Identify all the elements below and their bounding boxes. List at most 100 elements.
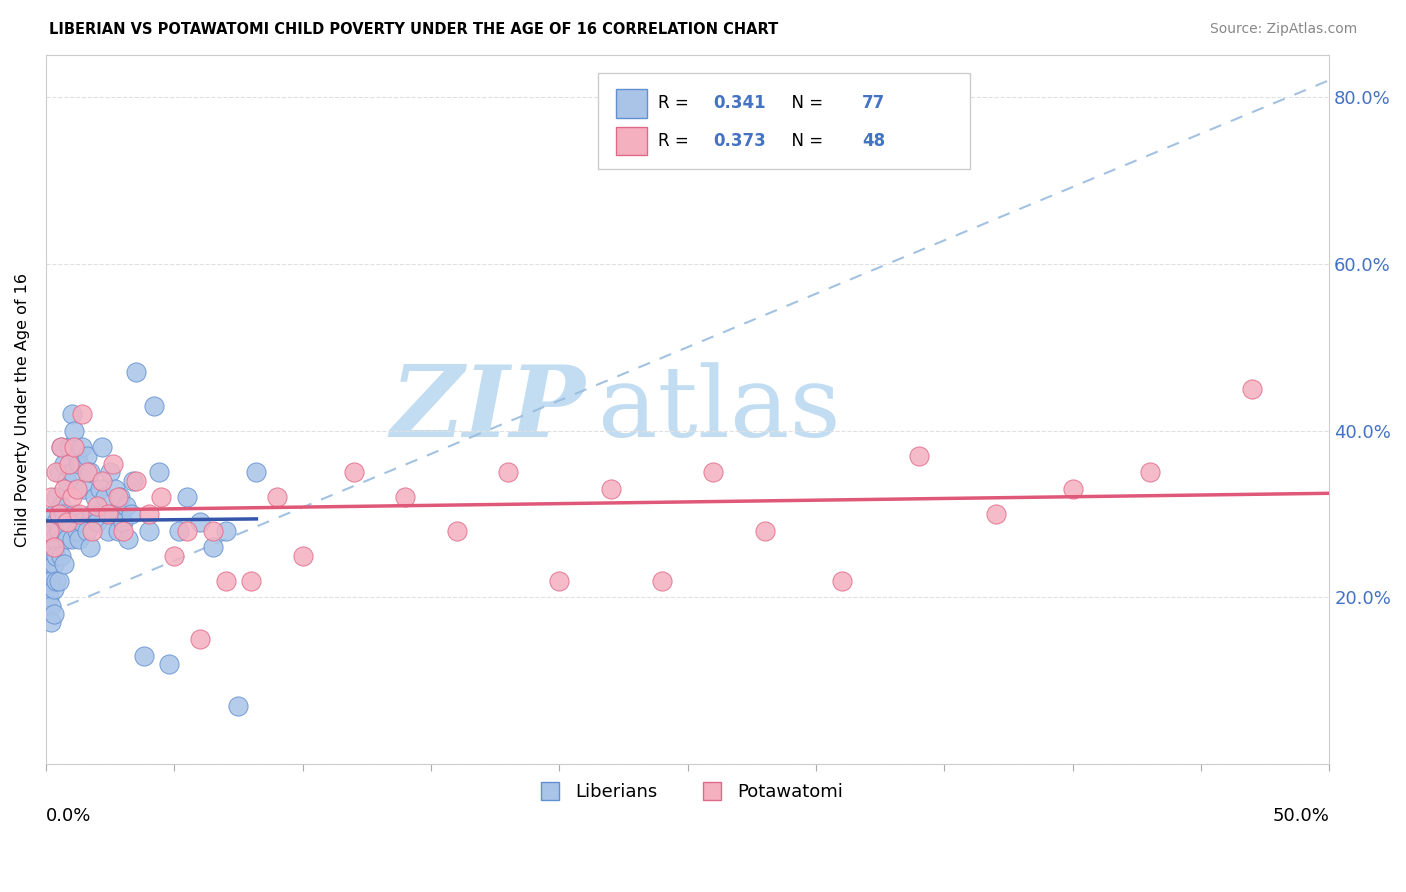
Point — [150, 491, 173, 505]
FancyBboxPatch shape — [616, 127, 647, 155]
Point — [83, 491, 105, 505]
Point — [45, 574, 67, 588]
Point — [66, 482, 89, 496]
Point — [82, 524, 104, 538]
Point — [39, 524, 62, 538]
Point — [214, 524, 236, 538]
Point — [201, 524, 224, 538]
Point — [163, 549, 186, 563]
FancyBboxPatch shape — [598, 73, 970, 169]
Point — [55, 474, 77, 488]
Point — [42, 541, 65, 555]
Point — [79, 465, 101, 479]
Point — [39, 599, 62, 613]
Point — [45, 491, 67, 505]
Point — [42, 607, 65, 621]
Point — [67, 532, 90, 546]
Text: N =: N = — [782, 132, 828, 150]
Point — [98, 465, 121, 479]
Point — [245, 465, 267, 479]
Point — [107, 524, 129, 538]
Point — [60, 407, 83, 421]
Point — [60, 465, 83, 479]
Text: 50.0%: 50.0% — [1272, 807, 1329, 825]
Point — [104, 482, 127, 496]
Point — [188, 516, 211, 530]
Point — [48, 574, 70, 588]
Point — [176, 524, 198, 538]
Point — [45, 549, 67, 563]
Point — [76, 449, 98, 463]
Point — [107, 491, 129, 505]
Point — [42, 557, 65, 571]
Point — [63, 424, 86, 438]
Text: 77: 77 — [862, 95, 886, 112]
Point — [1241, 382, 1264, 396]
Text: 0.373: 0.373 — [713, 132, 766, 150]
Point — [125, 365, 148, 379]
Point — [754, 524, 776, 538]
Legend: Liberians, Potawatomi: Liberians, Potawatomi — [524, 776, 851, 808]
Point — [91, 474, 114, 488]
Point — [79, 541, 101, 555]
Point — [291, 549, 314, 563]
Text: 48: 48 — [862, 132, 886, 150]
Point — [76, 524, 98, 538]
Point — [39, 549, 62, 563]
Point — [907, 449, 929, 463]
Point — [51, 549, 73, 563]
Point — [60, 491, 83, 505]
Point — [91, 440, 114, 454]
Point — [86, 499, 108, 513]
Point — [101, 507, 124, 521]
Point — [188, 632, 211, 647]
Point — [138, 524, 160, 538]
Point — [984, 507, 1007, 521]
Point — [38, 541, 60, 555]
Point — [38, 574, 60, 588]
Point — [86, 516, 108, 530]
Point — [58, 457, 80, 471]
Text: ZIP: ZIP — [389, 361, 585, 458]
Point — [52, 557, 75, 571]
Point — [157, 657, 180, 672]
Point — [55, 532, 77, 546]
Text: atlas: atlas — [598, 362, 841, 458]
Point — [48, 524, 70, 538]
Text: R =: R = — [658, 132, 695, 150]
Point — [496, 465, 519, 479]
Point — [702, 465, 724, 479]
Point — [343, 465, 366, 479]
Point — [38, 557, 60, 571]
Point — [51, 440, 73, 454]
Point — [52, 457, 75, 471]
Point — [117, 532, 139, 546]
Text: Source: ZipAtlas.com: Source: ZipAtlas.com — [1209, 22, 1357, 37]
Point — [138, 507, 160, 521]
Point — [111, 516, 134, 530]
Point — [201, 541, 224, 555]
Point — [240, 574, 263, 588]
Point — [142, 399, 165, 413]
Point — [125, 474, 148, 488]
Point — [48, 465, 70, 479]
Point — [148, 465, 170, 479]
Y-axis label: Child Poverty Under the Age of 16: Child Poverty Under the Age of 16 — [15, 273, 30, 547]
Point — [42, 507, 65, 521]
Point — [67, 457, 90, 471]
Point — [97, 524, 120, 538]
Point — [76, 465, 98, 479]
Point — [66, 524, 89, 538]
Point — [58, 516, 80, 530]
Point — [67, 507, 90, 521]
Point — [1139, 465, 1161, 479]
Point — [446, 524, 468, 538]
Point — [73, 482, 96, 496]
Point — [39, 615, 62, 630]
Point — [39, 574, 62, 588]
Point — [94, 491, 117, 505]
Point — [132, 648, 155, 663]
Point — [120, 507, 142, 521]
Point — [122, 474, 145, 488]
Point — [70, 516, 93, 530]
